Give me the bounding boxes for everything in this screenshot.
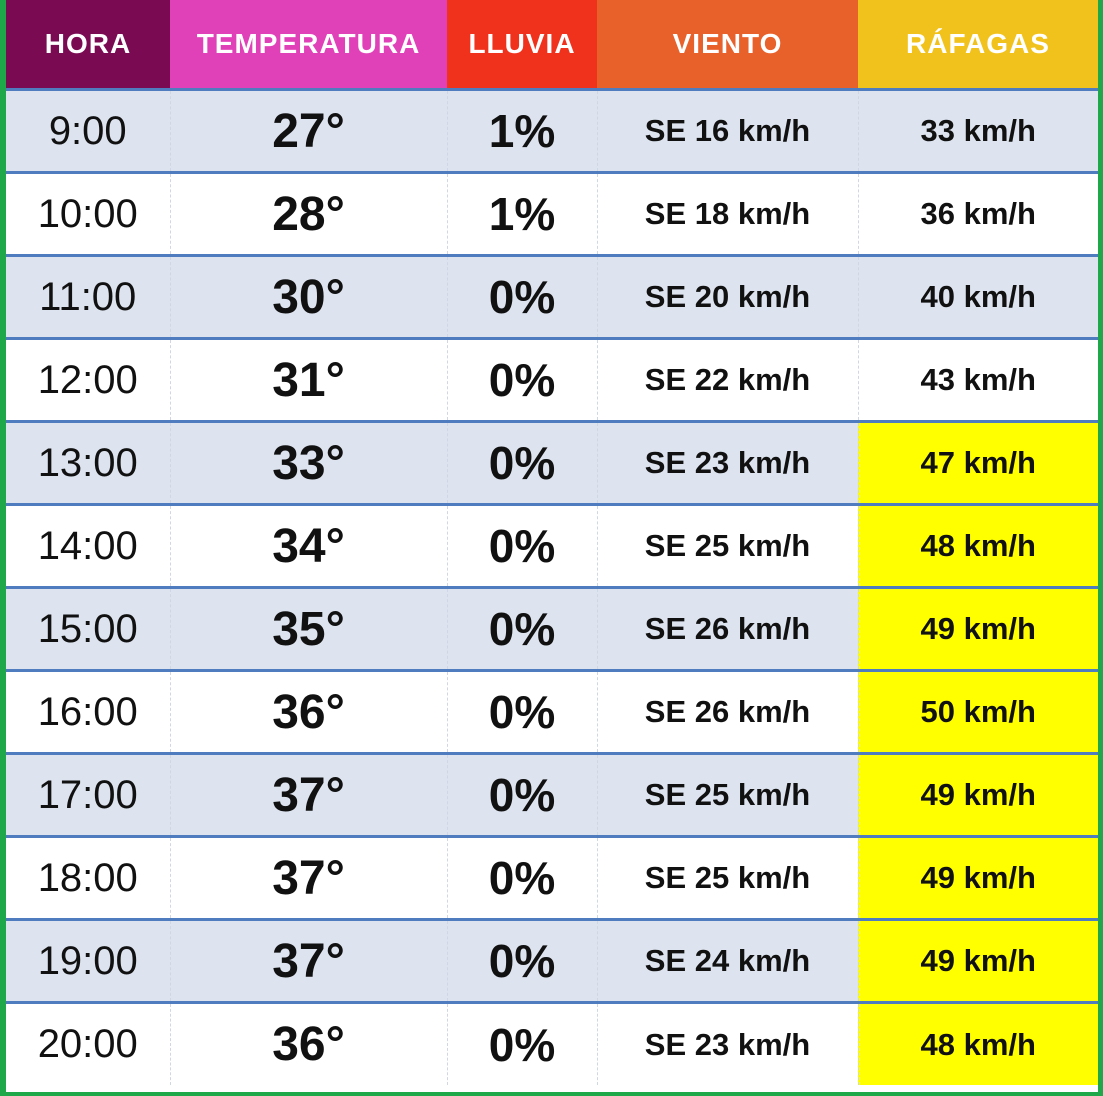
cell-rafagas: 43 km/h (858, 338, 1098, 423)
cell-viento: SE 23 km/h (597, 1002, 859, 1085)
cell-viento: SE 25 km/h (597, 504, 859, 589)
cell-lluvia: 1% (447, 172, 598, 257)
cell-rafagas: 49 km/h (858, 587, 1098, 672)
cell-temperatura: 36° (170, 1002, 448, 1085)
cell-temperatura: 31° (170, 338, 448, 423)
table-row: 19:00 37° 0% SE 24 km/h 49 km/h (6, 919, 1098, 1004)
cell-viento: SE 25 km/h (597, 836, 859, 921)
table-row: 16:00 36° 0% SE 26 km/h 50 km/h (6, 670, 1098, 755)
table-row: 18:00 37° 0% SE 25 km/h 49 km/h (6, 836, 1098, 921)
header-rafagas: RÁFAGAS (858, 0, 1098, 91)
cell-viento: SE 20 km/h (597, 255, 859, 340)
table-row: 10:00 28° 1% SE 18 km/h 36 km/h (6, 172, 1098, 257)
cell-hora: 20:00 (6, 1002, 171, 1085)
table-row: 17:00 37° 0% SE 25 km/h 49 km/h (6, 753, 1098, 838)
cell-viento: SE 24 km/h (597, 919, 859, 1004)
table-body: 9:00 27° 1% SE 16 km/h 33 km/h 10:00 28° 1% SE 1… (6, 89, 1098, 1085)
cell-rafagas: 49 km/h (858, 753, 1098, 838)
table-row: 20:00 36° 0% SE 23 km/h 48 km/h (6, 1002, 1098, 1085)
cell-lluvia: 0% (447, 504, 598, 589)
cell-hora: 11:00 (6, 255, 171, 340)
cell-lluvia: 0% (447, 255, 598, 340)
header-lluvia: LLUVIA (447, 0, 597, 91)
cell-lluvia: 0% (447, 421, 598, 506)
cell-hora: 12:00 (6, 338, 171, 423)
cell-hora: 10:00 (6, 172, 171, 257)
cell-viento: SE 25 km/h (597, 753, 859, 838)
cell-lluvia: 0% (447, 587, 598, 672)
header-hora: HORA (6, 0, 170, 91)
table-row: 9:00 27° 1% SE 16 km/h 33 km/h (6, 89, 1098, 174)
cell-temperatura: 37° (170, 836, 448, 921)
cell-hora: 14:00 (6, 504, 171, 589)
cell-lluvia: 0% (447, 1002, 598, 1085)
cell-rafagas: 49 km/h (858, 836, 1098, 921)
table-row: 11:00 30° 0% SE 20 km/h 40 km/h (6, 255, 1098, 340)
cell-lluvia: 0% (447, 338, 598, 423)
cell-rafagas: 50 km/h (858, 670, 1098, 755)
cell-viento: SE 26 km/h (597, 670, 859, 755)
header-viento: VIENTO (597, 0, 858, 91)
cell-rafagas: 36 km/h (858, 172, 1098, 257)
cell-rafagas: 48 km/h (858, 1002, 1098, 1085)
cell-lluvia: 0% (447, 670, 598, 755)
cell-rafagas: 48 km/h (858, 504, 1098, 589)
cell-lluvia: 0% (447, 753, 598, 838)
cell-lluvia: 0% (447, 836, 598, 921)
cell-viento: SE 23 km/h (597, 421, 859, 506)
cell-lluvia: 1% (447, 89, 598, 174)
cell-temperatura: 33° (170, 421, 448, 506)
cell-hora: 16:00 (6, 670, 171, 755)
header-temperatura: TEMPERATURA (170, 0, 447, 91)
cell-viento: SE 16 km/h (597, 89, 859, 174)
cell-rafagas: 49 km/h (858, 919, 1098, 1004)
cell-rafagas: 40 km/h (858, 255, 1098, 340)
cell-viento: SE 26 km/h (597, 587, 859, 672)
cell-hora: 17:00 (6, 753, 171, 838)
cell-temperatura: 28° (170, 172, 448, 257)
cell-hora: 15:00 (6, 587, 171, 672)
cell-hora: 9:00 (6, 89, 171, 174)
cell-temperatura: 37° (170, 753, 448, 838)
hourly-forecast-table: HORA TEMPERATURA LLUVIA VIENTO RÁFAGAS 9… (6, 0, 1098, 1085)
cell-temperatura: 27° (170, 89, 448, 174)
cell-temperatura: 36° (170, 670, 448, 755)
table-header-row: HORA TEMPERATURA LLUVIA VIENTO RÁFAGAS (6, 0, 1098, 91)
cell-hora: 13:00 (6, 421, 171, 506)
cell-temperatura: 30° (170, 255, 448, 340)
table-row: 15:00 35° 0% SE 26 km/h 49 km/h (6, 587, 1098, 672)
cell-temperatura: 34° (170, 504, 448, 589)
forecast-frame: HORA TEMPERATURA LLUVIA VIENTO RÁFAGAS 9… (6, 0, 1098, 1092)
cell-lluvia: 0% (447, 919, 598, 1004)
cell-temperatura: 37° (170, 919, 448, 1004)
cell-hora: 18:00 (6, 836, 171, 921)
table-row: 14:00 34° 0% SE 25 km/h 48 km/h (6, 504, 1098, 589)
table-row: 13:00 33° 0% SE 23 km/h 47 km/h (6, 421, 1098, 506)
cell-hora: 19:00 (6, 919, 171, 1004)
table-row: 12:00 31° 0% SE 22 km/h 43 km/h (6, 338, 1098, 423)
cell-viento: SE 22 km/h (597, 338, 859, 423)
cell-temperatura: 35° (170, 587, 448, 672)
cell-viento: SE 18 km/h (597, 172, 859, 257)
cell-rafagas: 33 km/h (858, 89, 1098, 174)
cell-rafagas: 47 km/h (858, 421, 1098, 506)
